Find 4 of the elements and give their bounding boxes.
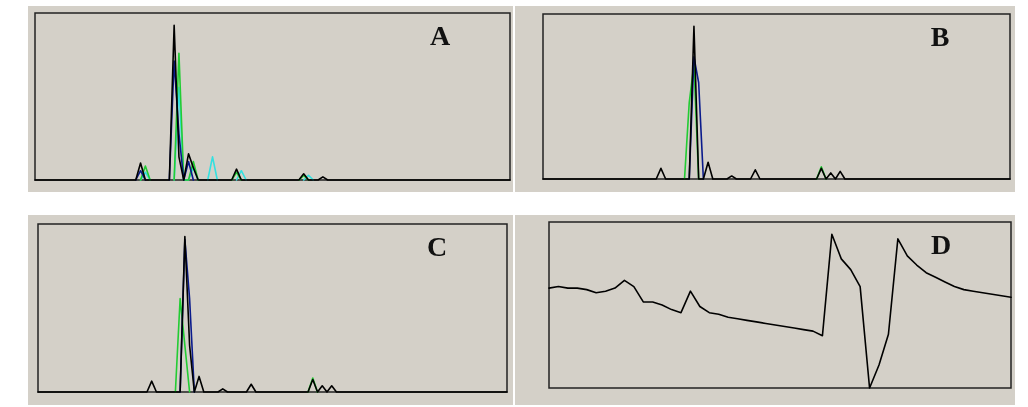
chart-title: C	[426, 231, 448, 262]
chart-title: A	[429, 20, 451, 51]
chart-title: D	[930, 229, 952, 260]
chart-title: B	[930, 21, 950, 52]
